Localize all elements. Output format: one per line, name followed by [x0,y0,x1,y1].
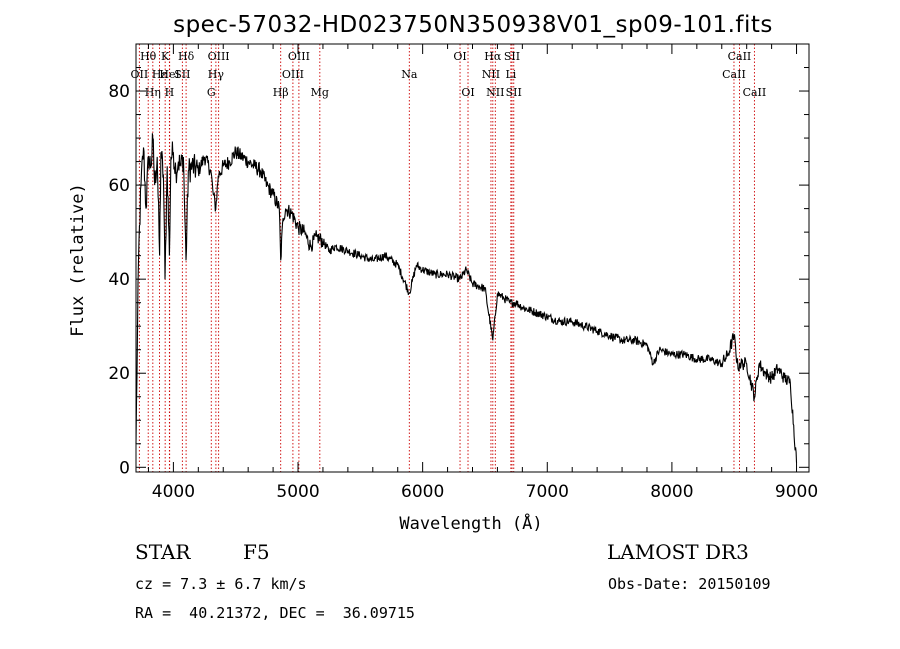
spectral-line-label: Li [505,68,516,81]
spectral-line-label: OI [461,86,474,99]
survey-name: LAMOST DR3 [607,540,749,564]
spectral-line-label: H [165,86,175,99]
spectral-line-label: CaII [722,68,746,81]
spectral-line-label: Hη [145,86,161,99]
y-axis-label: Flux (relative) [68,183,88,337]
object-subclass: F5 [243,540,270,564]
spectral-line-label: Mg [311,86,329,99]
spectral-line-label: OI [453,50,466,63]
spectral-line-label: SII [506,86,522,99]
y-tick-label: 60 [108,176,130,196]
spectral-line-label: Hδ [178,50,195,63]
spectral-line-label: OIII [288,50,310,63]
spectral-line-label: Hε [152,68,168,81]
y-tick-label: 80 [108,82,130,102]
spectral-line-label: Na [401,68,418,81]
x-tick-label: 4000 [152,482,195,502]
x-tick-label: 5000 [276,482,319,502]
sky-coordinates: RA = 40.21372, DEC = 36.09715 [135,604,415,622]
spectral-line-label: G [207,86,216,99]
spectrum-series-line [135,133,798,463]
spectral-line-label: OIII [208,50,230,63]
x-tick-label: 7000 [526,482,569,502]
x-tick-label: 8000 [650,482,693,502]
spectral-line-label: K [161,50,170,63]
spectral-line-label: CaII [728,50,752,63]
axis-tick-labels: 4000 5000 6000 7000 8000 9000 0 20 40 60 80 [108,82,818,502]
spectral-line-label: Hγ [208,68,225,81]
observation-date: Obs-Date: 20150109 [608,575,771,593]
spectral-line-label: HeI [159,68,179,81]
x-tick-label: 9000 [775,482,818,502]
y-tick-label: 0 [119,458,130,478]
spectral-line-label: OIII [282,68,304,81]
y-tick-label: 40 [108,270,130,290]
spectral-line-label: SII [174,68,190,81]
spectral-line-label: CaII [743,86,767,99]
redshift-velocity: cz = 7.3 ± 6.7 km/s [135,575,307,593]
chart-title: spec-57032-HD023750N350938V01_sp09-101.f… [173,12,773,38]
x-tick-label: 6000 [401,482,444,502]
spectral-line-label: SII [504,50,520,63]
spectral-line-label: NII [482,68,500,81]
plot-frame [135,43,810,473]
axis-ticks [136,44,809,472]
spectral-line-label: OII [131,68,149,81]
spectral-line-label: NII [486,86,504,99]
spectral-line-label: Hα [484,50,502,63]
x-axis-label: Wavelength (Å) [399,512,542,534]
y-tick-label: 20 [108,364,130,384]
object-class: STAR [135,540,191,564]
spectral-line-markers [138,44,755,472]
spectral-line-label: Hθ [140,50,157,63]
spectral-line-label: Hβ [273,86,289,99]
